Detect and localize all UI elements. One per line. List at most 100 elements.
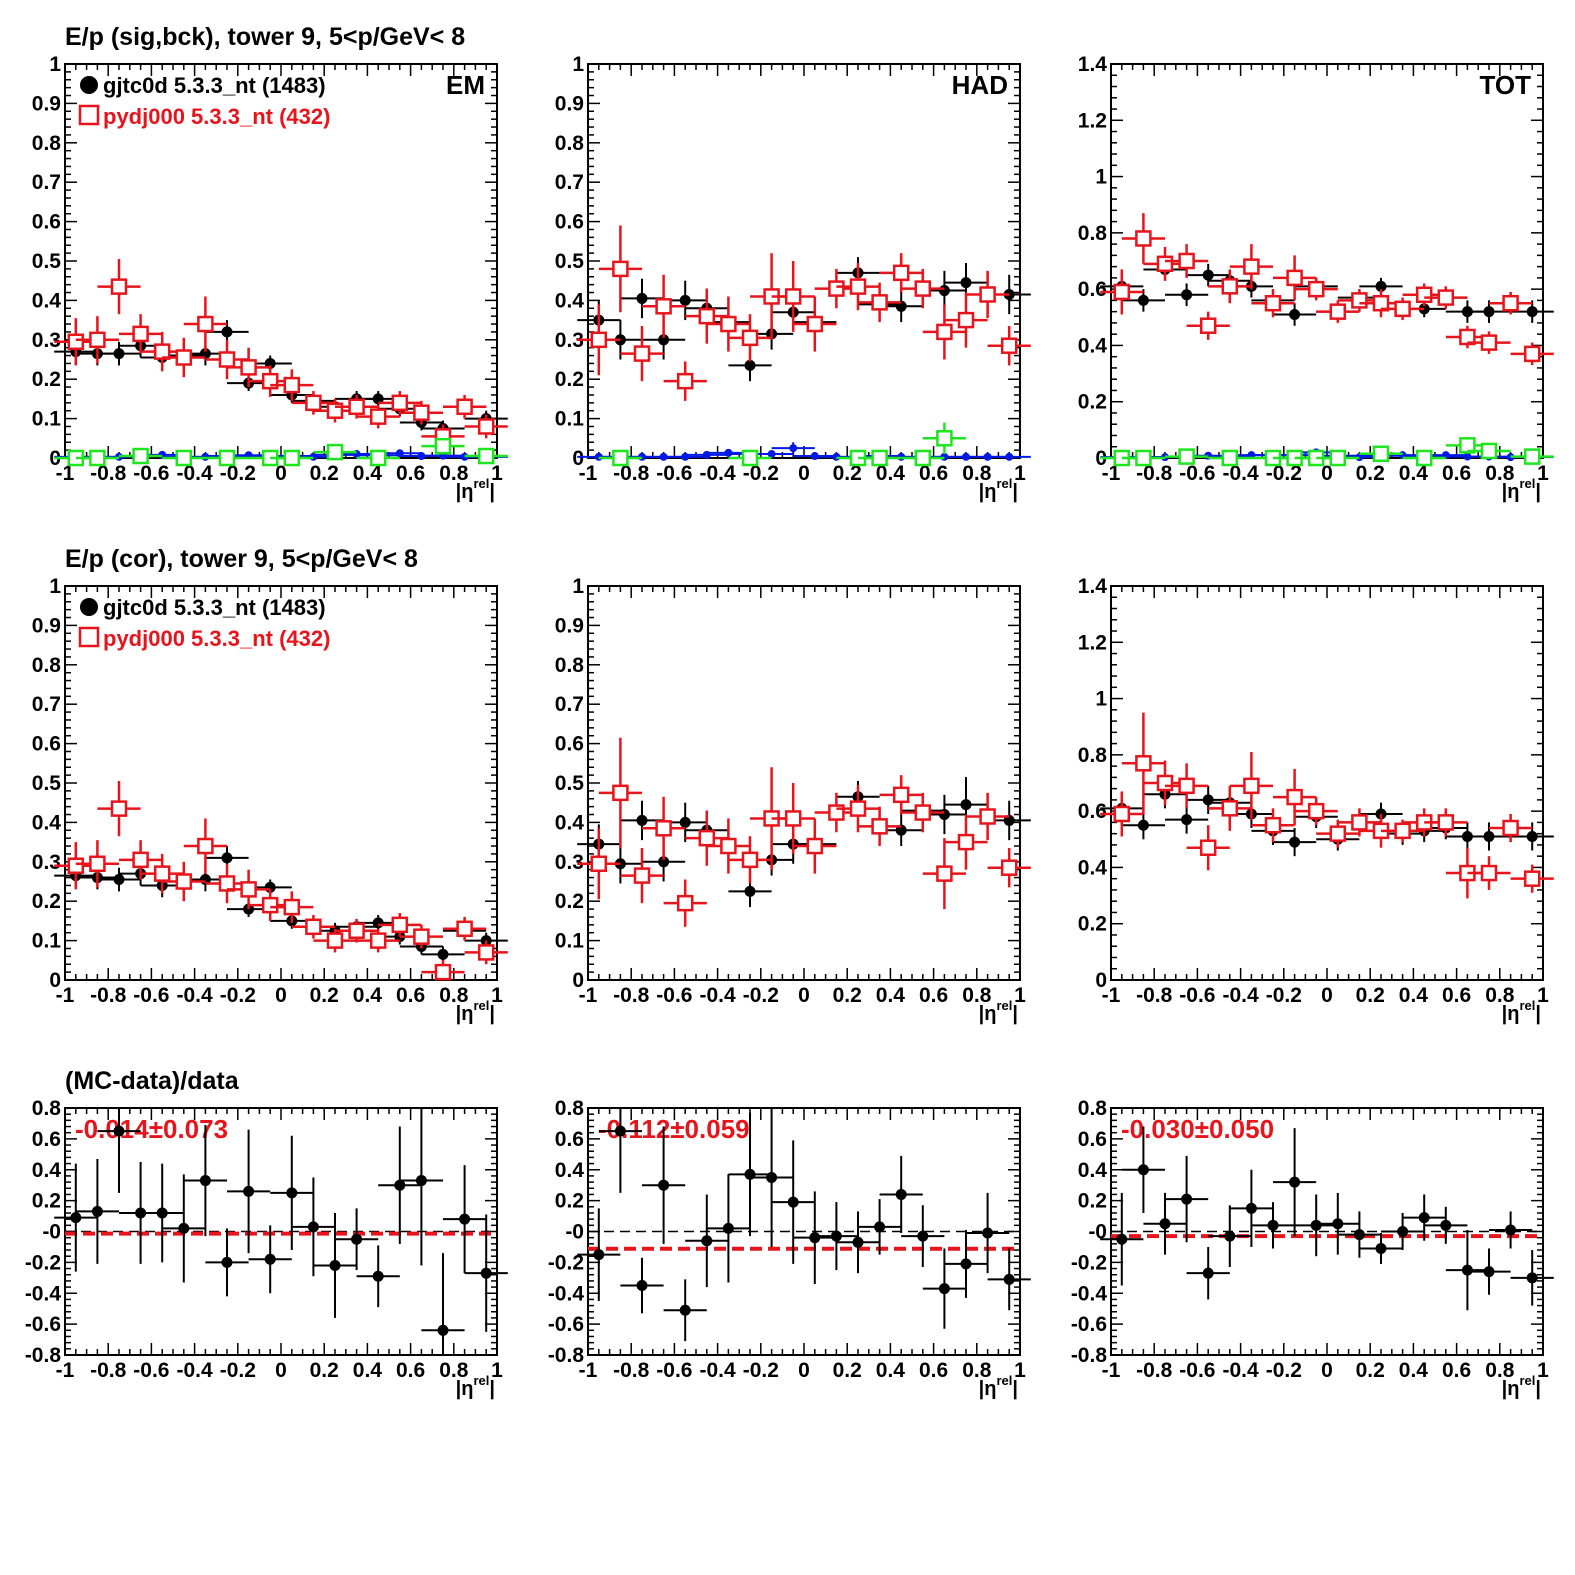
x-tick-label: -0.6 [1179, 462, 1215, 485]
x-tick-label: -0.2 [743, 462, 779, 485]
data-point-mc [1424, 286, 1468, 309]
marker-filled-circle [960, 277, 972, 289]
data-point-bck_mc [313, 443, 357, 461]
y-tick-label: 1.2 [1078, 109, 1107, 132]
y-tick-label: 0.2 [32, 368, 61, 391]
marker-open-square [698, 307, 716, 325]
data-point-ratio [1186, 1246, 1230, 1300]
x-tick-label: 0.2 [1356, 1359, 1385, 1382]
data-point-bck_mc [162, 449, 206, 467]
data-point-mc [1121, 712, 1165, 814]
marker-open-square [849, 800, 867, 817]
marker-filled-circle [679, 294, 691, 306]
marker-open-square [655, 298, 672, 315]
marker-filled-circle [70, 1212, 82, 1224]
y-tick-label: 0.7 [555, 171, 584, 194]
y-tick-label: 0.9 [555, 92, 584, 115]
data-point-mc [378, 913, 422, 937]
y-tick-label: 1 [49, 53, 61, 76]
x-tick-label: 0 [275, 462, 287, 485]
data-point-bck_mc [1165, 448, 1209, 465]
y-tick-label: 0.7 [32, 171, 61, 194]
data-point-ratio [577, 1208, 621, 1301]
data-point-mc [1359, 289, 1403, 318]
data-point-mc [183, 818, 227, 874]
data-point-mc [901, 268, 945, 309]
x-tick-label: -0.6 [656, 984, 692, 1007]
x-axis-title-base: |η [979, 481, 997, 503]
marker-open-square [676, 894, 694, 912]
marker-filled-circle [1137, 819, 1149, 831]
marker-open-square [914, 804, 932, 821]
marker-open-square [477, 447, 495, 465]
marker-open-square [957, 833, 975, 851]
data-point-bck_mc [1359, 445, 1403, 463]
data-point-mc [443, 916, 487, 941]
marker-open-square [477, 944, 495, 961]
data-point-mc [1510, 864, 1554, 893]
x-tick-label: 0.6 [1442, 1359, 1471, 1382]
marker-open-square [110, 800, 128, 817]
legend-label-mc: pydj000 5.3.3_nt (432) [103, 104, 330, 129]
marker-open-square [1178, 777, 1195, 795]
y-tick-label: -0.2 [25, 1251, 61, 1274]
x-tick-label: 0 [798, 984, 810, 1007]
data-point-mc [728, 836, 772, 884]
x-tick-label: -0.8 [90, 1359, 127, 1382]
marker-filled-circle [1483, 306, 1495, 318]
marker-filled-circle [286, 1187, 298, 1199]
marker-open-square [175, 349, 193, 366]
marker-open-square [434, 437, 452, 455]
marker-filled-circle [636, 292, 648, 304]
data-point-mc [205, 863, 249, 904]
data-point-bck_mc [1208, 449, 1252, 467]
data-point-ratio [443, 1165, 487, 1274]
marker-open-square [283, 449, 301, 467]
y-tick-label: 0.2 [32, 890, 61, 913]
marker-open-square [1437, 289, 1455, 306]
y-tick-label: 0.6 [555, 211, 584, 234]
x-tick-label: -0.4 [700, 1359, 737, 1382]
marker-open-square [655, 820, 672, 837]
data-point-mc [987, 326, 1031, 366]
marker-open-square [1351, 814, 1368, 831]
marker-filled-circle [1181, 289, 1193, 301]
marker-open-square [979, 808, 996, 825]
marker-filled-circle [1202, 794, 1214, 806]
marker-filled-circle [178, 1222, 190, 1234]
data-point-ratio [356, 1245, 400, 1308]
data-point-bck_mc [464, 447, 508, 465]
x-tick-label: 0.4 [876, 462, 906, 485]
marker-open-square [892, 786, 910, 804]
marker-filled-circle [1397, 1226, 1409, 1237]
x-axis-title-end: | [1012, 1003, 1018, 1025]
x-tick-label: 1 [1537, 984, 1549, 1007]
data-point-data [663, 280, 707, 321]
marker-filled-circle [744, 885, 756, 897]
marker-filled-circle [1267, 1219, 1279, 1231]
data-point-mc [1165, 244, 1209, 278]
data-point-ratio [966, 1192, 1010, 1274]
data-point-mc [313, 928, 357, 953]
data-point-ratio [944, 1229, 988, 1298]
x-tick-label: 0.8 [1485, 984, 1515, 1007]
x-tick-label: 0.6 [1442, 462, 1471, 485]
x-axis-title-end: | [489, 1003, 495, 1025]
x-tick-label: 0.2 [310, 462, 339, 485]
y-tick-label: -0.4 [1071, 1282, 1108, 1305]
marker-open-square [892, 264, 910, 282]
data-point-mc [162, 861, 206, 902]
data-point-bck_mc [858, 449, 902, 467]
marker-open-square [698, 829, 716, 847]
marker-open-square [1351, 292, 1368, 309]
data-point-data [97, 867, 141, 892]
marker-open-square [1135, 230, 1152, 247]
marker-open-square [175, 449, 193, 467]
data-point-mc [335, 394, 379, 419]
data-point-ratio [248, 1225, 292, 1294]
x-axis-title-base: |η [456, 481, 474, 503]
data-point-mc [879, 253, 923, 293]
marker-open-square [633, 867, 651, 884]
y-tick-label: 0.5 [555, 772, 585, 795]
